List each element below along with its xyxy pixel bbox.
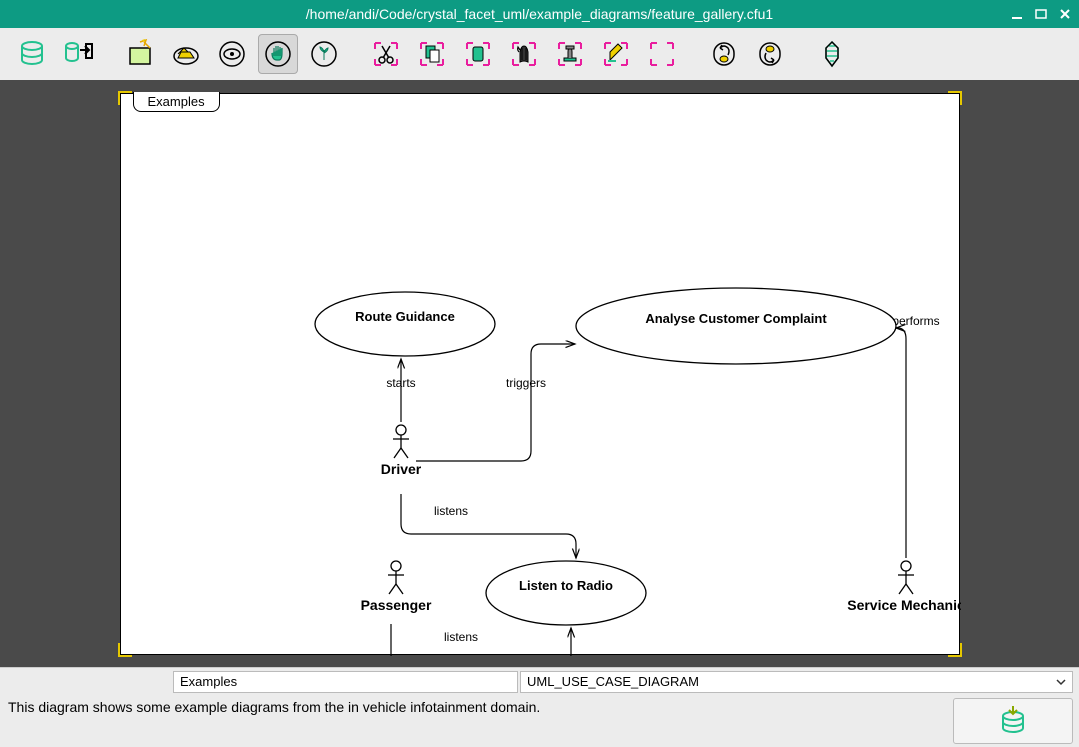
tool-delete-icon[interactable]	[504, 34, 544, 74]
usecase-label: Route Guidance	[355, 309, 455, 324]
maximize-button[interactable]	[1033, 6, 1049, 22]
actor-passenger[interactable]: Passenger	[360, 561, 431, 613]
usecase-label: Listen to Radio	[519, 578, 613, 593]
edge-label: starts	[386, 376, 415, 390]
edge[interactable]	[416, 344, 575, 461]
bottom-bar: UML_USE_CASE_DIAGRAM	[0, 667, 1079, 695]
toolbar	[0, 28, 1079, 80]
tool-export-icon[interactable]	[58, 34, 98, 74]
tool-cut-icon[interactable]	[366, 34, 406, 74]
actor-driver[interactable]: Driver	[380, 425, 421, 477]
tool-redo-icon[interactable]	[750, 34, 790, 74]
close-button[interactable]	[1057, 6, 1073, 22]
commit-database-icon	[996, 704, 1030, 738]
actor-label: Driver	[380, 461, 421, 477]
diagram-type-value: UML_USE_CASE_DIAGRAM	[527, 674, 699, 689]
main-area: Examples starts triggers listens listens per…	[0, 80, 1079, 667]
edge-label: triggers	[505, 376, 545, 390]
tool-stamp-icon[interactable]	[550, 34, 590, 74]
tool-reset-selection-icon[interactable]	[642, 34, 682, 74]
actor-label: Passenger	[360, 597, 431, 613]
tool-new-window-icon[interactable]	[120, 34, 160, 74]
diagram-name-input[interactable]	[173, 671, 518, 693]
usecase-label: Analyse Customer Complaint	[645, 311, 827, 326]
dropdown-icon	[1056, 677, 1066, 687]
tool-plant-icon[interactable]	[304, 34, 344, 74]
diagram-tab-label: Examples	[133, 92, 220, 112]
diagram-type-select[interactable]: UML_USE_CASE_DIAGRAM	[520, 671, 1073, 693]
usecase-complaint[interactable]	[576, 288, 896, 364]
actor-label: Service Mechanic	[847, 597, 961, 613]
diagram-svg[interactable]: starts triggers listens listens performs Rout…	[121, 94, 961, 656]
actor-mechanic[interactable]: Service Mechanic	[847, 561, 961, 613]
edge[interactable]	[401, 494, 576, 558]
canvas-wrap: Examples starts triggers listens listens per…	[120, 93, 960, 655]
edge-label: performs	[892, 314, 939, 328]
tool-hand-icon[interactable]	[258, 34, 298, 74]
tool-undo-icon[interactable]	[704, 34, 744, 74]
tool-highlight-icon[interactable]	[596, 34, 636, 74]
tool-paste-icon[interactable]	[458, 34, 498, 74]
description-row: This diagram shows some example diagrams…	[0, 695, 1079, 747]
diagram-description[interactable]: This diagram shows some example diagrams…	[0, 695, 947, 719]
commit-button[interactable]	[953, 698, 1073, 744]
edge-label: listens	[443, 630, 477, 644]
edge-label: listens	[433, 504, 467, 518]
diagram-canvas[interactable]: Examples starts triggers listens listens per…	[120, 93, 960, 655]
tool-database-icon[interactable]	[12, 34, 52, 74]
window-controls	[1009, 6, 1073, 22]
edge[interactable]	[896, 328, 906, 558]
minimize-button[interactable]	[1009, 6, 1025, 22]
tool-copy-icon[interactable]	[412, 34, 452, 74]
window-title: /home/andi/Code/crystal_facet_uml/exampl…	[306, 6, 773, 22]
titlebar: /home/andi/Code/crystal_facet_uml/exampl…	[0, 0, 1079, 28]
usecase-radio[interactable]	[486, 561, 646, 625]
tool-eye-icon[interactable]	[212, 34, 252, 74]
tool-about-icon[interactable]	[812, 34, 852, 74]
usecase-route[interactable]	[315, 292, 495, 356]
tool-folder-icon[interactable]	[166, 34, 206, 74]
edge[interactable]	[391, 624, 571, 656]
